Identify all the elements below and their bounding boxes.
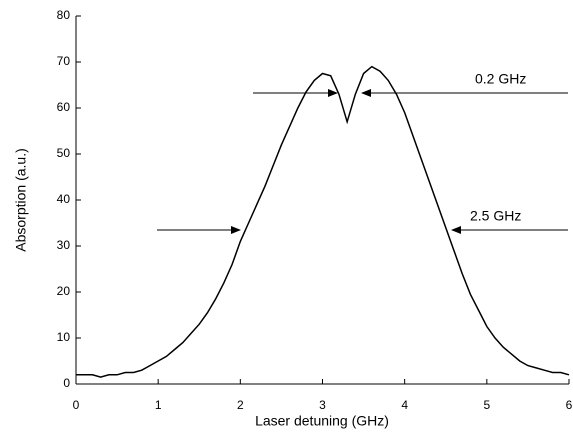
x-tick-label: 0: [73, 398, 80, 412]
data-line: [76, 65, 570, 378]
y-tick-label: 0: [63, 376, 70, 390]
x-tick-label: 4: [401, 398, 408, 412]
annotation: 2.5 GHz: [470, 208, 521, 224]
y-tick-label: 50: [57, 146, 71, 160]
y-tick-label: 10: [57, 330, 71, 344]
y-axis-label: Absorption (a.u.): [13, 148, 29, 252]
x-tick-label: 6: [566, 398, 573, 412]
y-tick-label: 30: [57, 238, 71, 252]
y-tick-label: 70: [57, 54, 71, 68]
y-tick-label: 60: [57, 100, 71, 114]
y-tick-label: 20: [57, 284, 71, 298]
x-tick-label: 5: [483, 398, 490, 412]
annotation: 0.2 GHz: [475, 71, 526, 87]
x-axis-label: Laser detuning (GHz): [255, 413, 389, 429]
y-tick-label: 80: [57, 8, 71, 22]
y-tick-label: 40: [57, 192, 71, 206]
x-tick-label: 1: [155, 398, 162, 412]
x-tick-label: 3: [319, 398, 326, 412]
x-tick-label: 2: [237, 398, 244, 412]
